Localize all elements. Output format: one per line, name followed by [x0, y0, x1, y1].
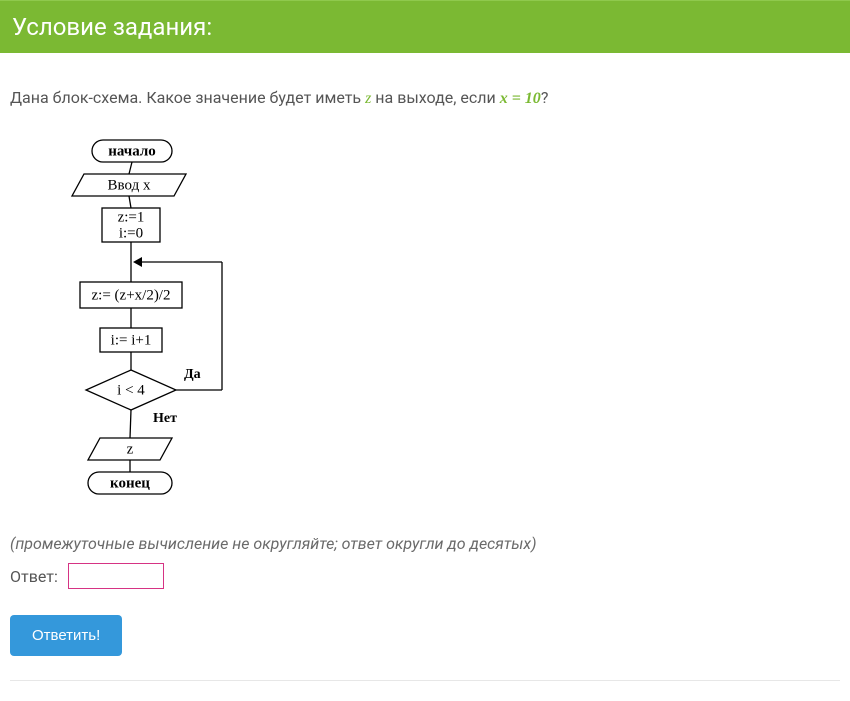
question-suffix: ? [541, 88, 549, 107]
bottom-divider [10, 680, 840, 681]
hint-text: (промежуточные вычисление не округляйте;… [10, 534, 840, 553]
question-mid: на выходе, если [375, 88, 499, 107]
svg-text:Ввод x: Ввод x [108, 178, 151, 194]
answer-row: Ответ: [10, 563, 840, 589]
svg-text:начало: начало [108, 144, 156, 160]
answer-input[interactable] [68, 563, 164, 589]
question-var-z: z [365, 90, 371, 107]
flowchart: Нет Да начало Ввод x z:=1i:=0 z:= (z+x/2)/2 i:… [24, 128, 840, 512]
svg-text:Нет: Нет [153, 411, 177, 426]
svg-text:z:=1: z:=1 [118, 210, 145, 226]
svg-text:i < 4: i < 4 [117, 383, 145, 399]
svg-text:z:= (z+x/2)/2: z:= (z+x/2)/2 [92, 288, 171, 304]
question-text: Дана блок-схема. Какое значение будет им… [10, 87, 840, 110]
question-equation: x = 10 [500, 90, 541, 107]
task-content: Дана блок-схема. Какое значение будет им… [0, 53, 850, 701]
flowchart-svg: Нет Да начало Ввод x z:=1i:=0 z:= (z+x/2)/2 i:… [24, 128, 244, 508]
answer-label: Ответ: [10, 567, 58, 586]
question-prefix: Дана блок-схема. Какое значение будет им… [10, 88, 365, 107]
svg-text:Да: Да [184, 367, 201, 382]
task-header-title: Условие задания: [12, 13, 212, 41]
svg-text:конец: конец [110, 476, 150, 492]
svg-text:z: z [127, 442, 134, 458]
submit-button[interactable]: Ответить! [10, 615, 122, 656]
svg-text:i:=0: i:=0 [119, 226, 143, 242]
task-header: Условие задания: [0, 0, 850, 53]
svg-text:i:= i+1: i:= i+1 [111, 333, 152, 349]
